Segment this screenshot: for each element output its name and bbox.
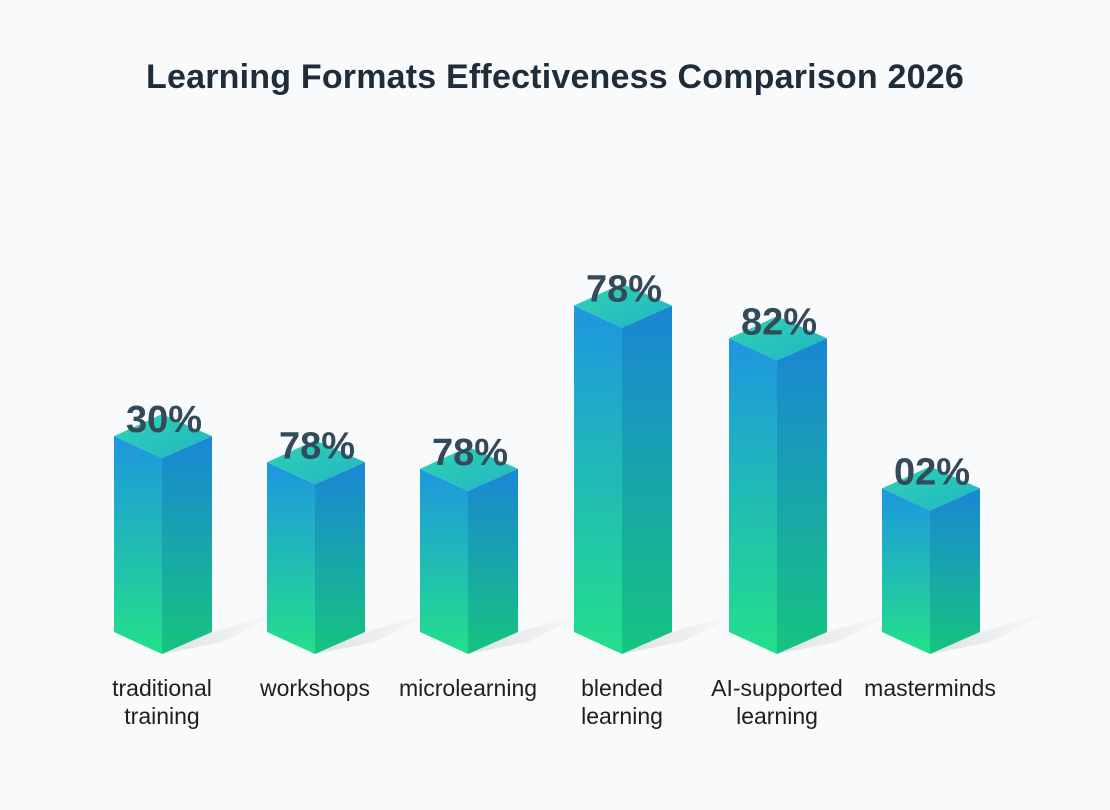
- bar-front-face: [267, 462, 315, 654]
- category-label: learning: [736, 703, 818, 729]
- bar: [114, 414, 282, 654]
- bar-front-face: [882, 488, 930, 654]
- bar-shadow: [930, 612, 1050, 654]
- category-label: microlearning: [399, 675, 537, 701]
- bar-value-label: 78%: [279, 425, 355, 467]
- bar-shadow: [622, 612, 742, 654]
- bar-value-label: 02%: [894, 451, 970, 493]
- bar-front-face: [114, 436, 162, 654]
- category-label: workshops: [259, 675, 370, 701]
- bar-shadow: [162, 612, 282, 654]
- bar-side-face: [468, 468, 518, 654]
- category-label: learning: [581, 703, 663, 729]
- bar-shadow: [777, 612, 897, 654]
- bar-top-cap: [729, 316, 827, 361]
- category-label: training: [124, 703, 199, 729]
- bar-front-face: [420, 468, 468, 654]
- bar-shadow: [468, 612, 588, 654]
- bar-top-cap: [267, 440, 365, 485]
- bar-top-cap: [574, 283, 672, 328]
- category-label: masterminds: [864, 675, 996, 701]
- bar-value-label: 78%: [432, 432, 508, 474]
- bar-side-face: [930, 488, 980, 654]
- bar: [729, 316, 897, 654]
- bar-side-face: [162, 436, 212, 654]
- bar: [574, 283, 742, 654]
- bar-front-face: [729, 338, 777, 654]
- bar-front-face: [574, 305, 622, 654]
- bar: [267, 440, 435, 654]
- bar: [420, 446, 588, 654]
- bar-side-face: [315, 462, 365, 654]
- bar-value-label: 30%: [126, 399, 202, 441]
- chart-title: Learning Formats Effectiveness Compariso…: [146, 58, 964, 96]
- bar: [882, 466, 1050, 654]
- bar-top-cap: [882, 466, 980, 511]
- bar-top-cap: [420, 446, 518, 491]
- bar-value-label: 78%: [586, 269, 662, 311]
- category-label: traditional: [112, 675, 212, 701]
- bar-value-label: 82%: [741, 301, 817, 343]
- bar-top-cap: [114, 414, 212, 459]
- category-label: blended: [581, 675, 663, 701]
- bar-shadow: [315, 612, 435, 654]
- bar-side-face: [622, 305, 672, 654]
- category-label: AI-supported: [711, 675, 843, 701]
- bar-side-face: [777, 338, 827, 654]
